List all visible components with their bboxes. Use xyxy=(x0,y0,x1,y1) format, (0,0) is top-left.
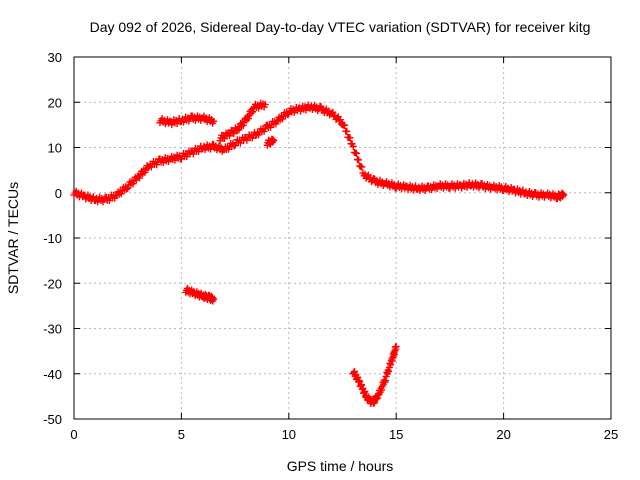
series-arc-side-9 xyxy=(263,135,278,149)
data-point xyxy=(336,116,344,124)
series-arc-v-14 xyxy=(349,343,400,407)
data-point xyxy=(141,168,149,176)
y-tick-label: 0 xyxy=(55,186,62,201)
data-point xyxy=(349,142,357,150)
data-series xyxy=(70,99,568,407)
data-point xyxy=(124,184,132,192)
y-tick-label: -20 xyxy=(43,276,62,291)
data-point xyxy=(261,101,269,109)
series-main-arc xyxy=(70,101,568,206)
series-arc-upper-8 xyxy=(216,99,269,145)
data-point xyxy=(412,182,420,190)
y-tick-label: -10 xyxy=(43,231,62,246)
data-point xyxy=(117,190,125,198)
y-axis: 30 20 10 0 -10 -20 -30 -40 -50 xyxy=(43,50,611,427)
x-tick-label: 0 xyxy=(70,427,77,442)
data-point xyxy=(144,164,152,172)
x-axis-label: GPS time / hours xyxy=(287,458,394,474)
data-point xyxy=(249,108,257,116)
data-point xyxy=(210,117,218,125)
data-point xyxy=(355,156,363,164)
y-tick-label: -30 xyxy=(43,322,62,337)
data-point xyxy=(352,149,360,157)
chart-title: Day 092 of 2026, Sidereal Day-to-day VTE… xyxy=(90,19,591,35)
data-point xyxy=(244,115,252,123)
data-point xyxy=(358,163,366,171)
data-point xyxy=(278,115,286,123)
y-tick-label: -50 xyxy=(43,412,62,427)
x-tick-label: 5 xyxy=(178,427,185,442)
data-point xyxy=(235,126,243,134)
y-tick-label: 20 xyxy=(48,95,62,110)
series-arc-negative-5 xyxy=(182,284,218,305)
y-axis-label: SDTVAR / TECUs xyxy=(5,182,21,294)
data-point xyxy=(239,121,247,129)
y-tick-label: -40 xyxy=(43,367,62,382)
x-tick-label: 20 xyxy=(496,427,510,442)
x-axis: 0 5 10 15 20 25 xyxy=(70,57,618,442)
data-point xyxy=(560,191,568,199)
y-tick-label: 10 xyxy=(48,141,62,156)
data-point xyxy=(129,180,137,188)
data-point xyxy=(341,121,349,129)
data-point xyxy=(210,295,218,303)
grid xyxy=(74,57,611,419)
data-point xyxy=(346,134,354,142)
y-tick-label: 30 xyxy=(48,50,62,65)
data-point xyxy=(343,127,351,135)
x-tick-label: 10 xyxy=(282,427,296,442)
data-point xyxy=(392,343,400,351)
data-point xyxy=(123,185,131,193)
data-point xyxy=(136,174,144,182)
series-arc-upper-5 xyxy=(156,112,218,129)
x-tick-label: 15 xyxy=(389,427,403,442)
data-point xyxy=(270,137,278,145)
x-tick-label: 25 xyxy=(604,427,618,442)
